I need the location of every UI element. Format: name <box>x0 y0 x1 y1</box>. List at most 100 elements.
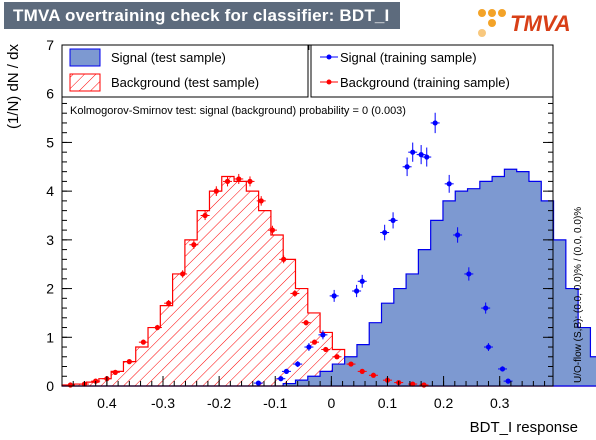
signal-train-marker <box>283 368 290 374</box>
background-train-point <box>267 225 277 235</box>
signal-train-point <box>253 380 263 386</box>
signal-train-point <box>352 284 362 298</box>
signal-train-point <box>304 343 314 351</box>
background-train-point <box>152 324 162 331</box>
signal-train-point <box>481 302 491 314</box>
y-tick-label: 0 <box>46 378 54 394</box>
signal-train-marker <box>255 380 261 386</box>
chart-title: TMVA overtraining check for classifier: … <box>4 2 400 29</box>
background-train-marker <box>67 382 74 388</box>
signal-train-marker <box>499 366 506 372</box>
background-train-point <box>245 176 255 187</box>
y-tick-label: 3 <box>46 232 54 248</box>
signal-train-marker <box>278 376 284 382</box>
x-tick-label: 0.3 <box>490 395 510 411</box>
signal-train-marker <box>382 229 388 236</box>
x-tick-label: 0.1 <box>378 395 398 411</box>
signal-train-point <box>430 112 440 134</box>
background-train-marker <box>112 369 118 375</box>
background-train-point <box>310 339 320 345</box>
signal-train-point <box>498 366 507 372</box>
signal-train-marker <box>505 378 511 384</box>
background-train-marker <box>410 381 416 387</box>
signal-train-marker <box>320 332 326 338</box>
signal-train-point <box>483 343 493 351</box>
background-train-marker <box>202 212 208 219</box>
background-train-point <box>138 339 148 345</box>
background-train-marker <box>140 339 146 345</box>
legend-left: Signal (test sample) Background (test sa… <box>61 44 309 98</box>
signal-train-marker <box>455 232 461 238</box>
legend-signal-test-label: Signal (test sample) <box>111 50 226 65</box>
y-tick-label: 1 <box>46 329 54 345</box>
signal-train-point <box>402 157 412 177</box>
background-train-marker <box>180 271 186 277</box>
background-train-point <box>189 240 199 249</box>
signal-train-marker <box>418 152 424 158</box>
background-train-marker <box>166 300 172 306</box>
signal-train-marker <box>410 149 416 155</box>
signal-train-marker <box>390 217 396 223</box>
background-train-marker <box>236 176 242 182</box>
y-tick-label: 2 <box>46 281 54 297</box>
background-train-marker <box>224 178 231 184</box>
signal-train-point <box>444 174 454 193</box>
y-axis-title: (1/N) dN / dx <box>5 44 22 130</box>
training-points <box>65 112 513 388</box>
signal-train-point <box>281 368 291 374</box>
background-train-point <box>234 173 244 184</box>
signal-train-marker <box>446 181 452 187</box>
background-train-marker <box>292 290 298 297</box>
background-train-point <box>223 176 233 187</box>
background-train-marker <box>247 178 253 184</box>
legend-marker-background-train <box>326 79 332 85</box>
signal-train-point <box>276 376 286 382</box>
signal-train-marker <box>432 120 438 126</box>
background-train-marker <box>269 227 276 233</box>
signal-train-point <box>357 274 367 288</box>
legend-signal-train-label: Signal (training sample) <box>340 50 477 65</box>
logo-dots-icon <box>478 9 506 37</box>
background-train-point <box>124 359 134 365</box>
background-train-point <box>279 255 289 264</box>
background-train-marker <box>370 372 377 378</box>
y-tick-label: 7 <box>46 37 54 53</box>
background-train-marker <box>154 324 160 331</box>
signal-train-marker <box>404 164 410 170</box>
signal-train-point <box>464 267 474 281</box>
background-train-marker <box>191 242 197 248</box>
background-train-point <box>368 372 378 378</box>
background-train-marker <box>303 320 309 326</box>
ks-test-label: Kolmogorov-Smirnov test: signal (backgro… <box>70 105 406 117</box>
signal-train-point <box>388 212 398 229</box>
signal-train-marker <box>354 288 360 294</box>
signal-train-point <box>422 147 432 167</box>
x-tick-label: 0.4 <box>97 395 117 411</box>
x-tick-label: -0.1 <box>263 395 287 411</box>
signal-train-point <box>408 142 418 162</box>
x-axis-title: BDT_I response <box>470 419 578 436</box>
signal-train-point <box>416 145 426 165</box>
signal-train-marker <box>466 271 472 277</box>
signal-train-point <box>293 361 303 368</box>
x-tick-label: 0 <box>327 395 335 411</box>
background-train-marker <box>213 188 219 194</box>
y-tick-label: 4 <box>46 183 54 199</box>
signal-train-marker <box>295 361 301 367</box>
y-tick-label: 5 <box>46 134 54 150</box>
background-train-marker <box>359 368 365 374</box>
signal-train-marker <box>485 344 492 350</box>
x-tick-label: 0.2 <box>434 395 454 411</box>
signal-train-marker <box>424 154 430 160</box>
background-train-point <box>211 186 221 197</box>
x-tick-label: -0.2 <box>207 395 231 411</box>
signal-train-marker <box>359 278 365 284</box>
logo-text: TMVA <box>510 11 571 36</box>
background-train-marker <box>126 359 132 365</box>
signal-train-point <box>453 227 463 243</box>
legend-swatch-signal-test <box>69 48 101 67</box>
background-train-marker <box>311 339 318 345</box>
background-train-point <box>178 270 188 278</box>
background-train-point <box>290 290 300 297</box>
